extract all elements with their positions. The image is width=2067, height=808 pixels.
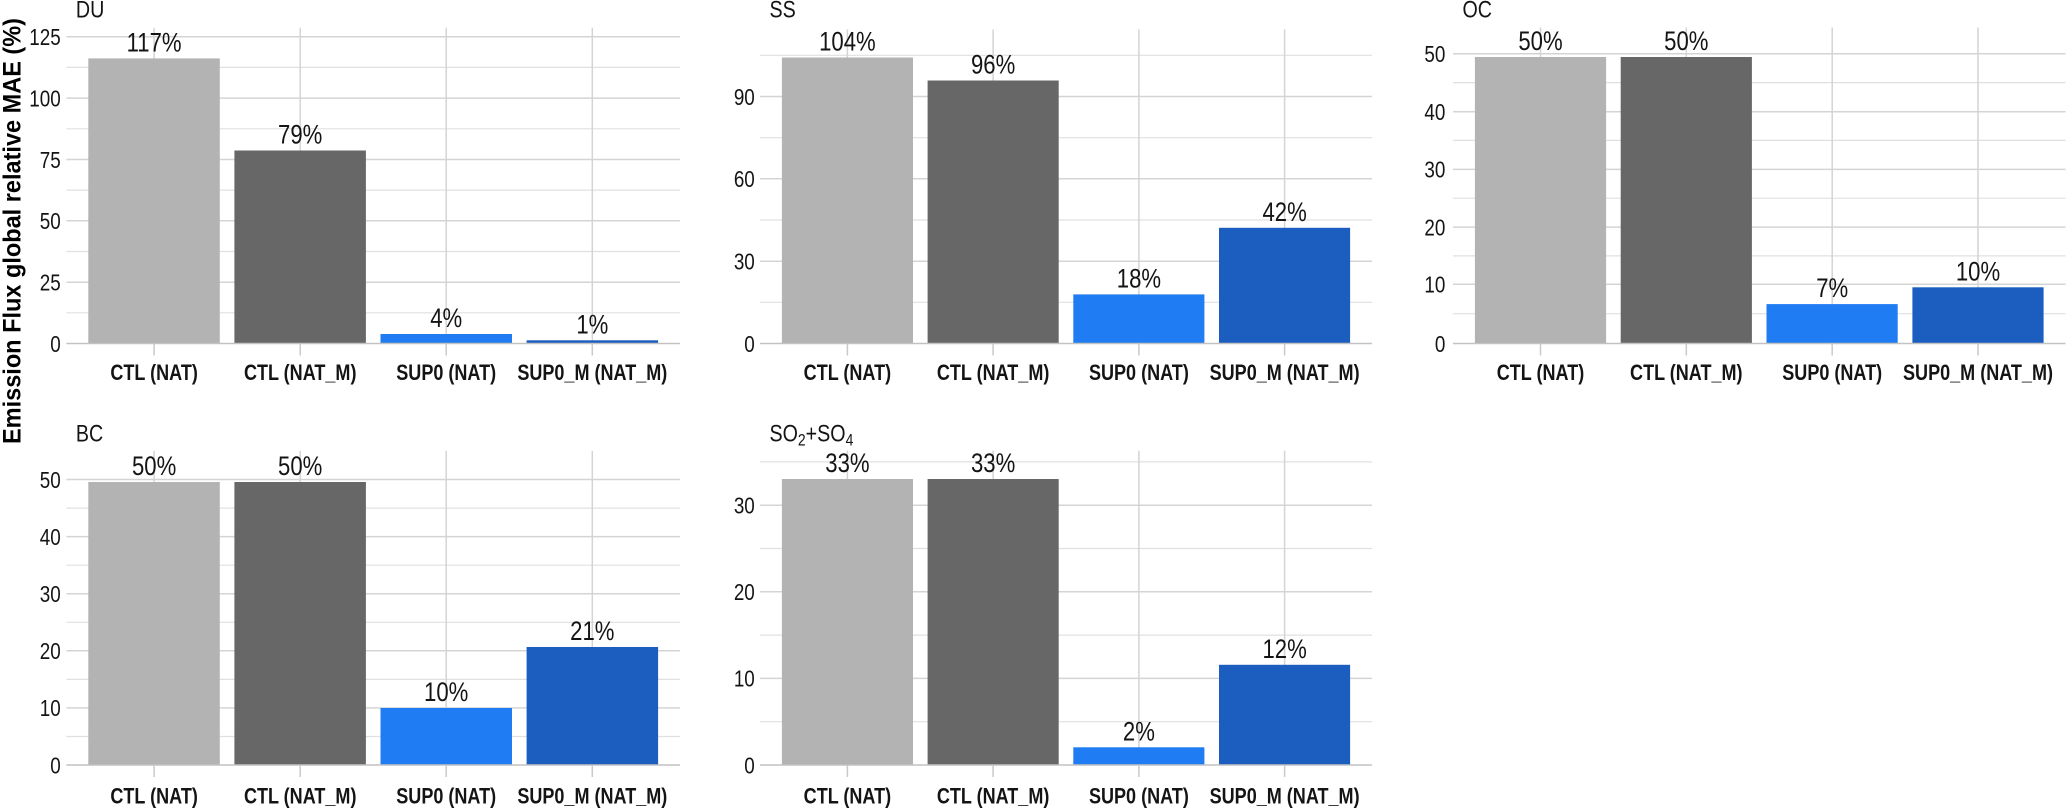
svg-text:BC: BC	[76, 420, 103, 447]
svg-text:20: 20	[1424, 216, 1445, 241]
svg-text:40: 40	[40, 525, 61, 550]
svg-text:75: 75	[40, 148, 61, 173]
svg-text:4%: 4%	[430, 304, 462, 334]
svg-text:21%: 21%	[570, 617, 614, 647]
svg-text:SUP0 (NAT): SUP0 (NAT)	[1782, 361, 1882, 385]
svg-text:CTL (NAT): CTL (NAT)	[804, 361, 891, 385]
svg-text:CTL (NAT): CTL (NAT)	[1497, 361, 1584, 385]
svg-text:DU: DU	[76, 0, 104, 23]
svg-text:30: 30	[734, 250, 755, 275]
svg-text:60: 60	[734, 167, 755, 192]
svg-text:SUP0 (NAT): SUP0 (NAT)	[1089, 785, 1189, 808]
svg-text:50: 50	[1424, 42, 1445, 67]
svg-text:10%: 10%	[1956, 257, 2000, 287]
svg-text:10%: 10%	[424, 678, 468, 708]
svg-text:10: 10	[1424, 273, 1445, 298]
svg-text:CTL (NAT): CTL (NAT)	[804, 785, 891, 808]
svg-text:10: 10	[40, 697, 61, 722]
svg-text:42%: 42%	[1262, 198, 1306, 228]
svg-text:30: 30	[1424, 158, 1445, 183]
svg-text:SUP0_M (NAT_M): SUP0_M (NAT_M)	[517, 785, 667, 808]
svg-text:SUP0 (NAT): SUP0 (NAT)	[396, 785, 496, 808]
svg-text:33%: 33%	[825, 449, 869, 479]
svg-text:33%: 33%	[971, 449, 1015, 479]
svg-text:OC: OC	[1463, 0, 1493, 23]
svg-text:30: 30	[734, 494, 755, 519]
svg-text:0: 0	[1435, 332, 1445, 357]
svg-text:50: 50	[40, 209, 61, 234]
svg-text:SUP0_M (NAT_M): SUP0_M (NAT_M)	[517, 361, 667, 385]
svg-text:50%: 50%	[132, 452, 176, 482]
svg-text:SUP0_M (NAT_M): SUP0_M (NAT_M)	[1210, 361, 1360, 385]
svg-text:2%: 2%	[1123, 717, 1155, 747]
svg-text:CTL (NAT_M): CTL (NAT_M)	[244, 785, 357, 808]
svg-text:50%: 50%	[1518, 27, 1562, 57]
svg-text:SUP0_M (NAT_M): SUP0_M (NAT_M)	[1903, 361, 2053, 385]
svg-text:7%: 7%	[1816, 274, 1848, 304]
svg-text:20: 20	[40, 639, 61, 664]
svg-text:CTL (NAT): CTL (NAT)	[110, 785, 197, 808]
svg-text:Emission Flux global relative: Emission Flux global relative MAE (%)	[0, 18, 27, 444]
svg-text:CTL (NAT_M): CTL (NAT_M)	[937, 785, 1050, 808]
svg-text:0: 0	[744, 754, 754, 779]
svg-text:0: 0	[50, 754, 60, 779]
svg-text:10: 10	[734, 667, 755, 692]
svg-text:0: 0	[50, 332, 60, 357]
svg-text:50: 50	[40, 468, 61, 493]
svg-text:1%: 1%	[576, 310, 608, 340]
svg-text:30: 30	[40, 582, 61, 607]
svg-text:CTL (NAT_M): CTL (NAT_M)	[937, 361, 1050, 385]
svg-text:SS: SS	[770, 0, 796, 23]
svg-text:79%: 79%	[278, 121, 322, 151]
svg-text:125: 125	[29, 25, 60, 50]
svg-text:SUP0_M (NAT_M): SUP0_M (NAT_M)	[1210, 785, 1360, 808]
svg-text:CTL (NAT_M): CTL (NAT_M)	[244, 361, 357, 385]
svg-text:SUP0 (NAT): SUP0 (NAT)	[396, 361, 496, 385]
svg-text:18%: 18%	[1117, 264, 1161, 294]
svg-text:100: 100	[29, 87, 60, 112]
svg-text:CTL (NAT): CTL (NAT)	[110, 361, 197, 385]
svg-text:20: 20	[734, 580, 755, 605]
svg-text:50%: 50%	[1664, 27, 1708, 57]
svg-text:104%: 104%	[819, 28, 876, 58]
svg-text:25: 25	[40, 271, 61, 296]
svg-text:50%: 50%	[278, 452, 322, 482]
svg-text:CTL (NAT_M): CTL (NAT_M)	[1630, 361, 1743, 385]
svg-text:117%: 117%	[127, 28, 182, 58]
svg-text:SUP0 (NAT): SUP0 (NAT)	[1089, 361, 1189, 385]
svg-text:12%: 12%	[1262, 635, 1306, 665]
svg-text:40: 40	[1424, 100, 1445, 125]
svg-text:0: 0	[744, 332, 754, 357]
svg-text:SO2+SO4: SO2+SO4	[770, 420, 854, 450]
svg-text:90: 90	[734, 85, 755, 110]
svg-text:96%: 96%	[971, 51, 1015, 81]
